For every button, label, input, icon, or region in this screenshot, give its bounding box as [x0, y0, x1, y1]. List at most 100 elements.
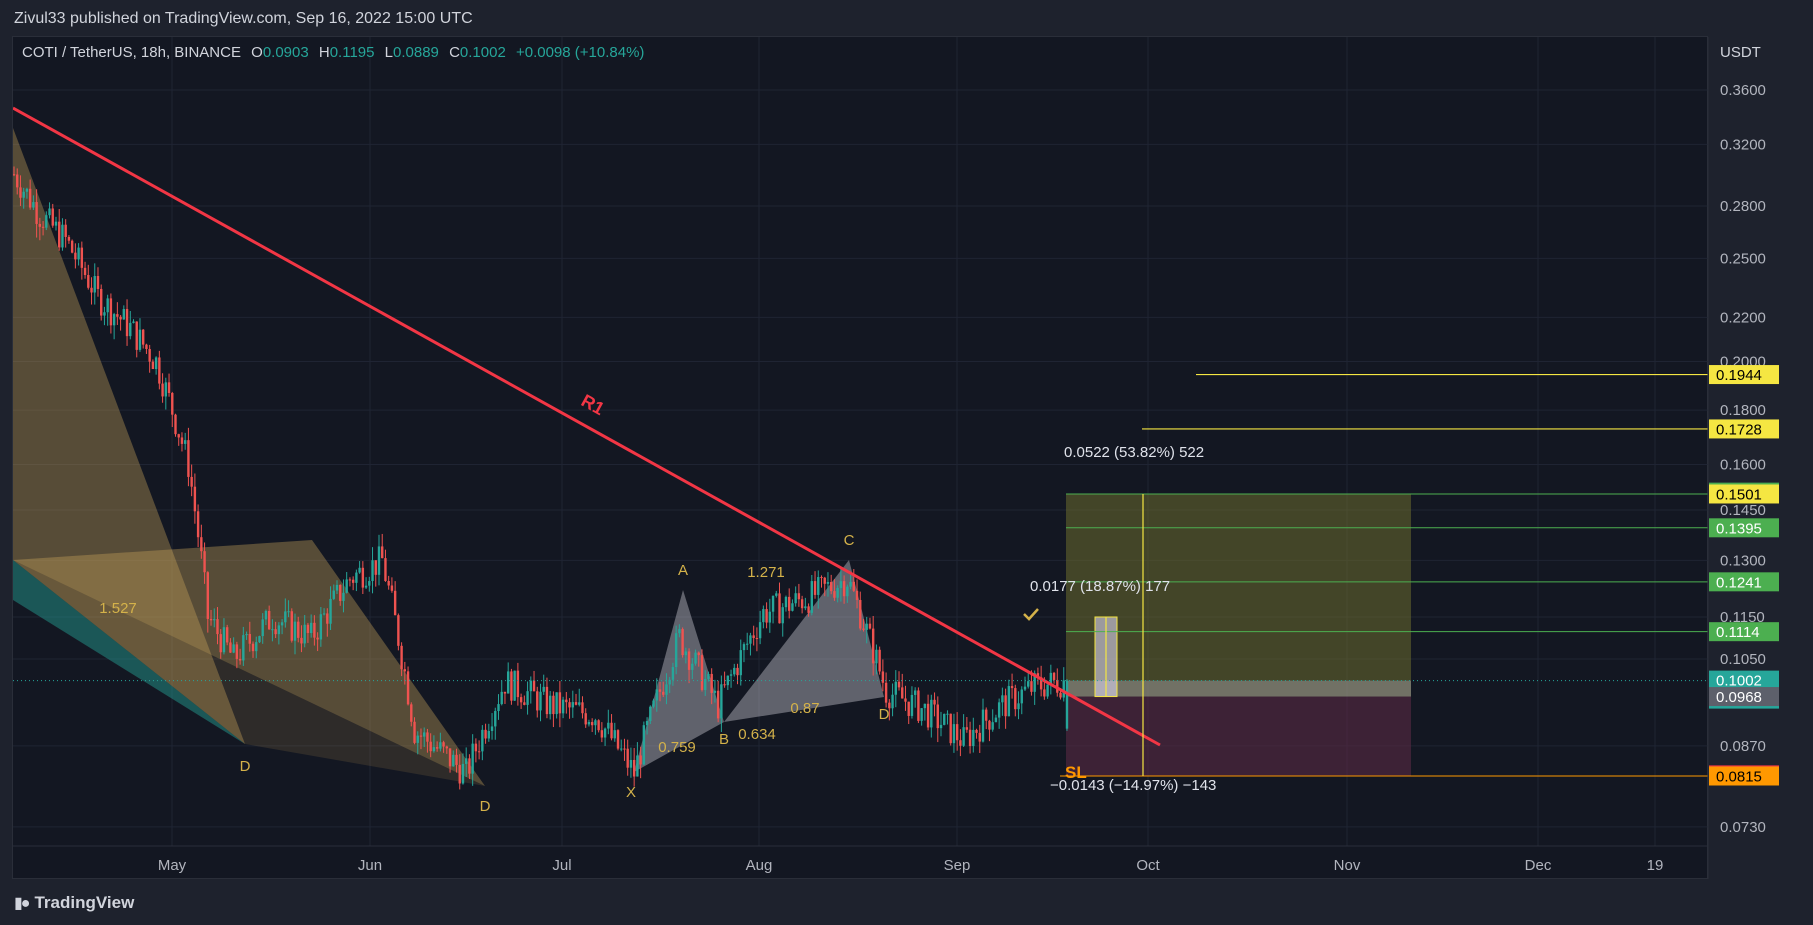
candle-body [1020, 689, 1023, 704]
ratio-1271: 1.271 [747, 564, 785, 581]
candle-body [1001, 695, 1004, 703]
candle-body [167, 382, 171, 393]
candle-body [632, 759, 636, 777]
candle-body [125, 309, 129, 337]
price-tag-0.1241 [1709, 572, 1779, 592]
candle-body [455, 754, 458, 765]
candle-body [16, 174, 19, 188]
tradingview-logo[interactable]: ▮● TradingView [14, 893, 134, 913]
candle-body [419, 735, 423, 737]
candle-body [897, 681, 901, 688]
point-d: D [879, 706, 890, 723]
candle-body [387, 580, 390, 586]
candle-body [697, 652, 700, 656]
candle-body [736, 667, 739, 676]
candle-body [374, 560, 377, 575]
candle-body [222, 627, 226, 653]
candle-body [319, 614, 323, 640]
candle-body [1027, 681, 1030, 687]
teal-wedge [13, 560, 245, 744]
candle-body [988, 720, 991, 730]
candle-body [45, 215, 48, 228]
candle-body [423, 732, 426, 737]
price-tick-label: 0.1800 [1720, 402, 1766, 419]
candle-body [187, 440, 190, 477]
candle-body [248, 634, 251, 644]
candle-body [813, 581, 817, 595]
candle-body [513, 670, 516, 701]
price-tag-text: 0.0815 [1716, 769, 1762, 786]
candle-body [536, 691, 539, 711]
candle-body [135, 321, 138, 350]
candle-body [1052, 672, 1056, 680]
candle-body [151, 361, 155, 370]
candle-body [965, 727, 969, 730]
candle-body [190, 476, 193, 487]
candle-body [755, 638, 759, 640]
price-tick-label: 0.2200 [1720, 309, 1766, 326]
candle-body [788, 596, 791, 611]
price-tag-text: 0.1944 [1716, 367, 1762, 384]
small-measure-label: 0.0177 (18.87%) 177 [1030, 578, 1170, 595]
price-tick-label: 0.3200 [1720, 136, 1766, 153]
candle-body [245, 634, 248, 636]
candle-body [797, 593, 801, 600]
symbol-legend: COTI / TetherUS, 18h, BINANCE O0.0903 H0… [22, 44, 644, 61]
candle-body [804, 606, 807, 609]
price-tick-label: 0.0870 [1720, 738, 1766, 755]
candle-body [526, 691, 529, 705]
candle-body [642, 725, 646, 765]
candle-body [1030, 681, 1033, 692]
candle-body [510, 671, 513, 701]
candle-body [413, 721, 416, 743]
candle-body [145, 344, 148, 350]
candle-body [578, 702, 581, 705]
candle-body [171, 392, 174, 415]
price-tag-0.1944 [1709, 365, 1779, 385]
price-tag-text: 0.1395 [1716, 520, 1762, 537]
candle-body [54, 221, 58, 226]
price-tag-text: 0.1241 [1716, 574, 1762, 591]
candle-body [345, 579, 348, 593]
left-point-d1: D [240, 758, 251, 775]
candle-body [1007, 686, 1011, 717]
price-tag-text: 0.1002 [1716, 673, 1762, 690]
candle-body [35, 202, 38, 224]
candle-body [878, 649, 881, 672]
candle-body [842, 581, 846, 597]
candle-body [775, 593, 778, 596]
candle-body [477, 751, 481, 753]
candle-body [497, 704, 500, 712]
price-tag-0.1728 [1709, 419, 1779, 439]
candle-body [668, 679, 671, 685]
candle-body [920, 708, 923, 721]
candle-body [174, 414, 177, 435]
price-tick-label: 0.0730 [1720, 819, 1766, 836]
candle-body [548, 695, 552, 715]
candle-body [959, 740, 962, 746]
candle-body [901, 687, 904, 699]
candle-body [32, 202, 35, 208]
candle-body [1017, 703, 1020, 710]
candle-body [471, 743, 474, 774]
candle-body [523, 702, 526, 705]
candle-body [926, 703, 930, 728]
candle-body [96, 276, 100, 289]
open-label: O [251, 44, 263, 61]
candle-body [972, 729, 975, 747]
target-measure-label: 0.0522 (53.82%) 522 [1064, 444, 1204, 461]
candle-body [1004, 695, 1007, 717]
target-zone [1066, 493, 1411, 697]
price-tag-text: 0.0968 [1716, 689, 1762, 706]
ratio-087: 0.87 [790, 700, 819, 717]
left-pattern-fill [13, 560, 485, 786]
candle-body [1033, 673, 1036, 692]
candle-body [587, 722, 591, 725]
candle-body [607, 722, 610, 729]
candle-body [28, 188, 32, 208]
candle-body [381, 546, 384, 559]
time-tick-label: Jul [552, 857, 571, 874]
candle-body [119, 316, 122, 320]
open-value: 0.0903 [262, 44, 309, 61]
